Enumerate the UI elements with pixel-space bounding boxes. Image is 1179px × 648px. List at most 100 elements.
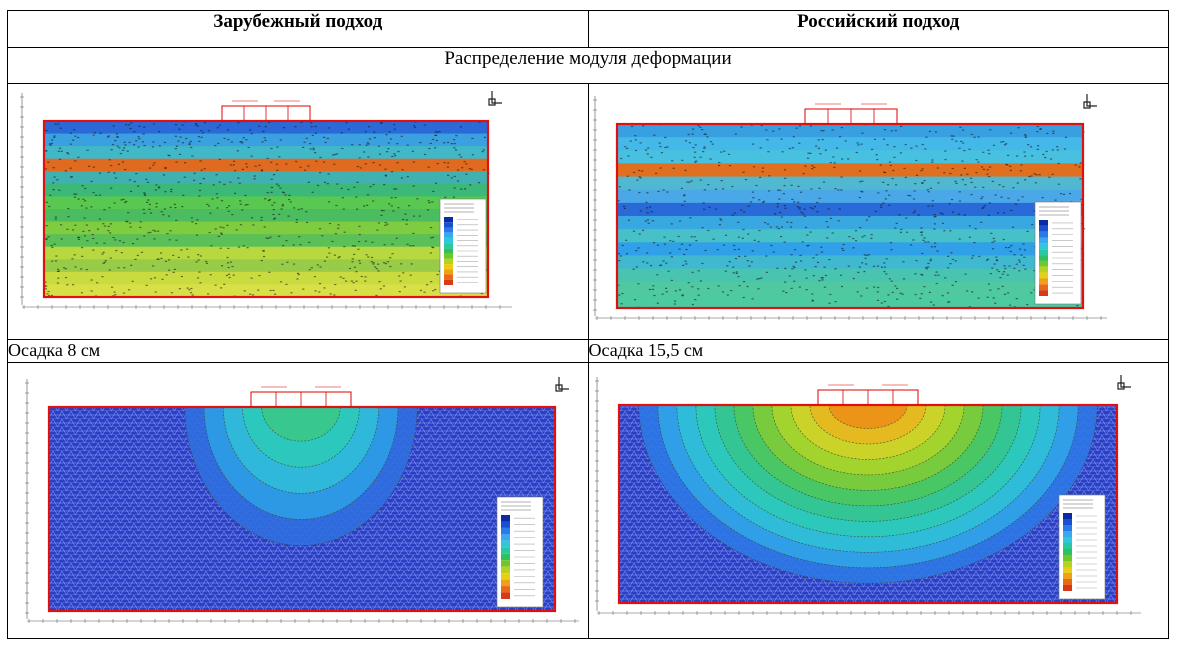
legend-swatch	[444, 248, 453, 254]
soil-layer	[616, 124, 1083, 138]
legend-swatch	[501, 547, 510, 554]
legend-swatch	[501, 521, 510, 528]
soil-layer	[616, 202, 1083, 217]
mesh-noise	[44, 121, 490, 298]
legend-swatch	[444, 258, 453, 265]
legend-swatch	[1038, 260, 1048, 267]
legend-swatch	[444, 264, 453, 270]
legend-swatch	[1062, 555, 1072, 561]
legend-swatch	[444, 222, 453, 228]
legend-swatch	[1062, 519, 1072, 525]
cell-russian-modulus	[587, 83, 1169, 340]
model-boundary	[615, 122, 1084, 310]
soil-layer	[44, 171, 488, 185]
legend-swatch	[501, 579, 510, 587]
soil-layer	[44, 146, 488, 160]
legend-swatch	[1062, 549, 1072, 555]
legend-swatch	[1038, 237, 1048, 244]
legend-swatch	[501, 540, 510, 548]
soil-layer	[44, 234, 488, 248]
soil-layer	[616, 150, 1083, 164]
model-boundary	[47, 405, 557, 613]
legend-swatch	[1038, 243, 1048, 250]
legend-swatch	[444, 232, 453, 238]
legend-swatch	[444, 227, 453, 233]
soil-layer	[44, 209, 488, 223]
legend-swatch	[1038, 255, 1048, 261]
soil-layer	[616, 281, 1083, 296]
legend-swatch	[1038, 225, 1048, 232]
legend-swatch	[1062, 513, 1072, 519]
cell-foreign-settlement	[7, 362, 589, 639]
soil-layer	[44, 158, 488, 172]
axis-gizmo-icon	[555, 377, 569, 392]
soil-layer	[44, 196, 488, 210]
legend-swatch	[444, 253, 453, 259]
soil-layer	[44, 246, 488, 260]
legend-swatch	[1062, 543, 1072, 549]
header-foreign: Зарубежный подход	[7, 10, 589, 48]
soil-layer	[616, 268, 1083, 283]
header-russian: Российский подход	[587, 10, 1169, 48]
axis-gizmo-icon	[1082, 94, 1097, 109]
axis-gizmo-icon	[1116, 375, 1131, 390]
legend-swatch	[1062, 531, 1072, 537]
legend-swatch	[444, 279, 453, 285]
legend-swatch	[501, 573, 510, 580]
legend-swatch	[1062, 573, 1072, 579]
settlement-isolines	[638, 405, 1097, 584]
fem-plot-modulus-foreign	[20, 91, 512, 309]
legend-swatch	[1038, 284, 1048, 291]
legend-swatch	[501, 592, 510, 599]
legend-swatch	[1062, 567, 1072, 573]
soil-layer	[616, 137, 1083, 151]
settlement-isolines	[184, 407, 418, 546]
legend-swatch	[1062, 561, 1072, 567]
legend-swatch	[501, 534, 510, 541]
legend-swatch	[1062, 537, 1072, 543]
caption-foreign-settlement: Осадка 8 см	[7, 339, 589, 363]
legend-swatch	[444, 243, 453, 249]
soil-layer	[616, 216, 1083, 230]
legend-swatch	[501, 560, 510, 567]
soil-layer	[616, 189, 1083, 204]
legend-swatch	[444, 269, 453, 275]
isoline-zone	[261, 407, 341, 442]
soil-layer	[44, 121, 488, 135]
legend-swatch	[501, 586, 510, 593]
model-boundary	[617, 403, 1118, 605]
legend-swatch	[444, 217, 453, 223]
legend-swatch	[1038, 290, 1048, 296]
legend-swatch	[444, 274, 453, 280]
legend-swatch	[1038, 278, 1048, 285]
isoline-zone	[828, 405, 907, 429]
cell-russian-settlement	[587, 362, 1169, 639]
soil-layer	[616, 163, 1083, 178]
legend-swatch	[501, 566, 510, 574]
soil-layer	[616, 255, 1083, 270]
legend-swatch	[1038, 249, 1048, 256]
soil-layer	[44, 271, 488, 285]
comparison-table: Зарубежный подход Российский подход Расп…	[7, 10, 1169, 639]
model-boundary	[42, 119, 490, 299]
modulus-figure-foreign	[8, 84, 588, 339]
modulus-distribution-title: Распределение модуля деформации	[7, 47, 1169, 84]
fem-plot-modulus-russian	[592, 94, 1107, 320]
legend-swatch	[501, 527, 510, 535]
legend-swatch	[501, 553, 510, 561]
axis-gizmo-icon	[488, 91, 502, 106]
fem-plot-settlement-russian	[594, 375, 1141, 615]
legend-swatch	[1038, 272, 1048, 279]
soil-layer	[44, 183, 488, 197]
legend-swatch	[1062, 579, 1072, 585]
legend-swatch	[1062, 585, 1072, 591]
modulus-figure-russian	[589, 84, 1169, 339]
fem-plot-settlement-foreign	[25, 377, 579, 623]
cell-foreign-modulus	[7, 83, 589, 340]
soil-layer	[616, 176, 1083, 191]
settlement-figure-russian	[589, 363, 1169, 638]
legend-swatch	[1062, 525, 1072, 531]
legend-swatch	[1038, 231, 1048, 238]
legend-swatch	[1038, 266, 1048, 273]
soil-layer	[616, 294, 1083, 309]
